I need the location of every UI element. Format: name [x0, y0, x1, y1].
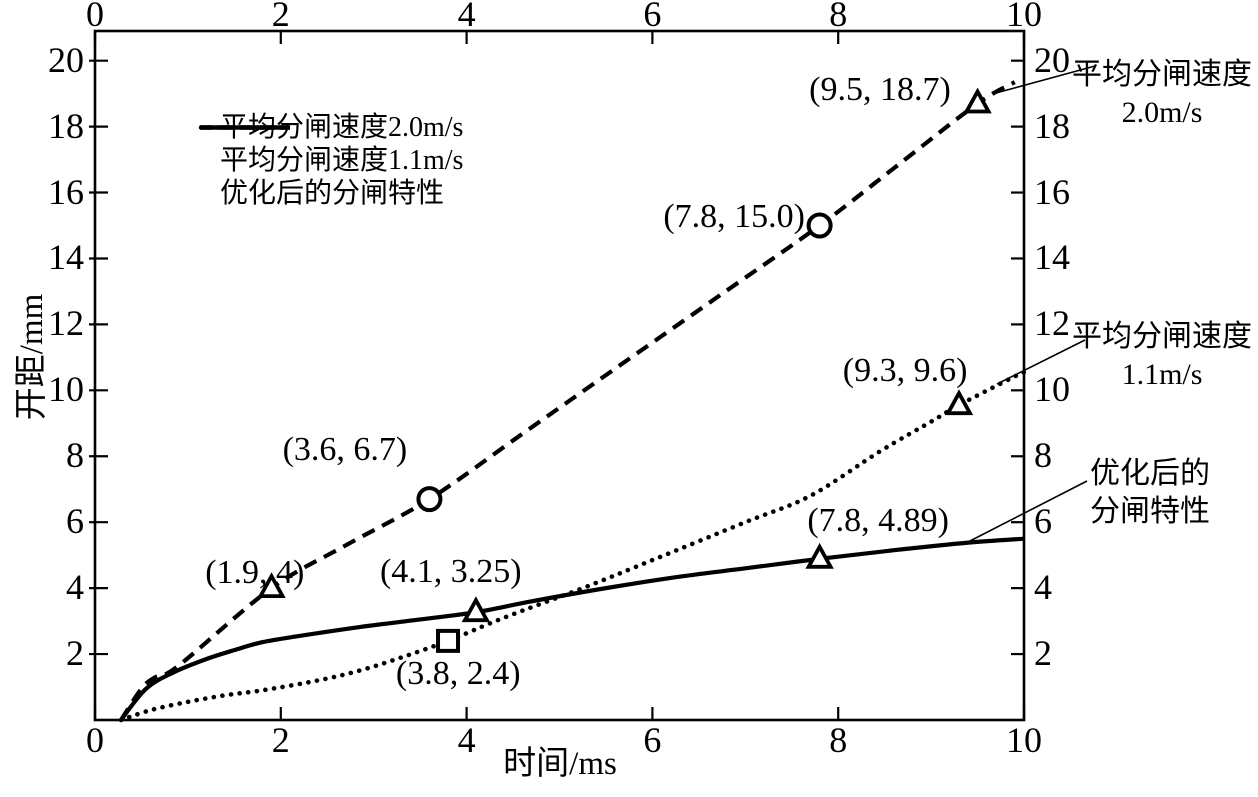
leader-line-1: [996, 339, 1086, 385]
legend-label-dotted: 平均分闸速度1.1m/s: [220, 145, 464, 176]
y-tick-label-left: 18: [48, 105, 84, 146]
leader-line-0: [995, 65, 1096, 94]
y-tick-label-left: 20: [48, 39, 84, 80]
y-tick-label-left: 14: [48, 237, 84, 278]
legend-label-solid: 优化后的分闸特性: [220, 178, 445, 209]
x-tick-label-top: 0: [86, 0, 104, 34]
side-label-line: 平均分闸速度: [1072, 320, 1252, 353]
series-dashed-curve: [119, 80, 1016, 722]
triangle-marker: [944, 389, 974, 416]
y-tick-label-left: 2: [66, 633, 84, 674]
side-label-line: 1.1m/s: [1121, 358, 1203, 391]
triangle-marker: [461, 596, 491, 623]
x-tick-label-top: 10: [1006, 0, 1042, 34]
y-tick-label-right: 20: [1034, 39, 1070, 80]
y-axis-title: 开距/mm: [14, 293, 50, 421]
point-coordinate-label: (7.8, 4.89): [807, 501, 949, 539]
x-tick-label-top: 8: [829, 0, 848, 34]
point-coordinate-label: (3.6, 6.7): [282, 430, 408, 468]
legend-solid-line-icon: [200, 125, 290, 130]
point-coordinate-label: (9.3, 9.6): [842, 351, 968, 389]
triangle-marker: [257, 572, 286, 599]
x-tick-label-top: 2: [271, 0, 290, 34]
x-tick-label-bottom: 8: [829, 720, 848, 760]
leader-line-2: [967, 480, 1088, 543]
y-tick-label-right: 16: [1034, 171, 1070, 212]
side-label-speed-1.1: 平均分闸速度 1.1m/s: [1066, 318, 1258, 394]
side-label-line: 平均分闸速度: [1072, 58, 1252, 91]
legend-row-dotted: 平均分闸速度1.1m/s: [198, 125, 464, 177]
x-tick-label-bottom: 10: [1006, 720, 1042, 760]
y-tick-label-right: 2: [1034, 633, 1052, 674]
y-tick-label-left: 8: [66, 435, 84, 476]
circle-marker: [416, 486, 443, 513]
point-coordinate-label: (9.5, 18.7): [809, 71, 951, 109]
y-tick-label-right: 4: [1034, 567, 1052, 608]
point-coordinate-label: (3.8, 2.4): [395, 654, 521, 692]
y-tick-label-right: 14: [1034, 237, 1070, 278]
side-label-line: 优化后的: [1090, 457, 1210, 490]
side-label-speed-2.0: 平均分闸速度 2.0m/s: [1066, 56, 1258, 132]
triangle-marker: [805, 542, 834, 569]
circle-marker: [806, 212, 833, 239]
y-tick-label-left: 16: [48, 171, 84, 212]
y-tick-label-left: 10: [48, 369, 84, 410]
square-marker: [436, 628, 461, 653]
x-tick-label-bottom: 2: [271, 720, 290, 760]
side-label-line: 分闸特性: [1090, 495, 1210, 528]
x-tick-label-bottom: 0: [86, 720, 104, 760]
x-tick-label-top: 4: [457, 0, 476, 34]
legend: 平均分闸速度2.0m/s 平均分闸速度1.1m/s 优化后的分闸特性: [198, 111, 463, 210]
y-tick-label-right: 6: [1034, 501, 1052, 542]
series-dotted-curve: [118, 369, 1027, 723]
y-tick-label-right: 12: [1034, 303, 1070, 344]
x-axis-title: 时间/ms: [503, 746, 617, 782]
y-tick-label-right: 8: [1034, 435, 1052, 476]
point-coordinate-label: (7.8, 15.0): [663, 198, 805, 236]
y-tick-label-right: 10: [1034, 369, 1070, 410]
x-tick-label-top: 6: [643, 0, 662, 34]
x-tick-label-bottom: 4: [457, 720, 476, 760]
side-label-optimized: 优化后的 分闸特性: [1082, 455, 1218, 531]
point-coordinate-label: (4.1, 3.25): [379, 552, 522, 590]
side-label-line: 2.0m/s: [1121, 96, 1203, 129]
point-coordinate-label: (1.9, 4): [205, 554, 305, 592]
y-tick-label-right: 18: [1034, 105, 1070, 146]
y-tick-label-left: 6: [66, 501, 84, 542]
y-tick-label-left: 12: [48, 303, 84, 344]
axes-frame: [93, 29, 1026, 722]
legend-row-solid: 优化后的分闸特性: [198, 125, 463, 210]
x-tick-label-bottom: 6: [643, 720, 662, 760]
triangle-marker: [963, 87, 992, 114]
y-tick-label-left: 4: [66, 567, 84, 608]
